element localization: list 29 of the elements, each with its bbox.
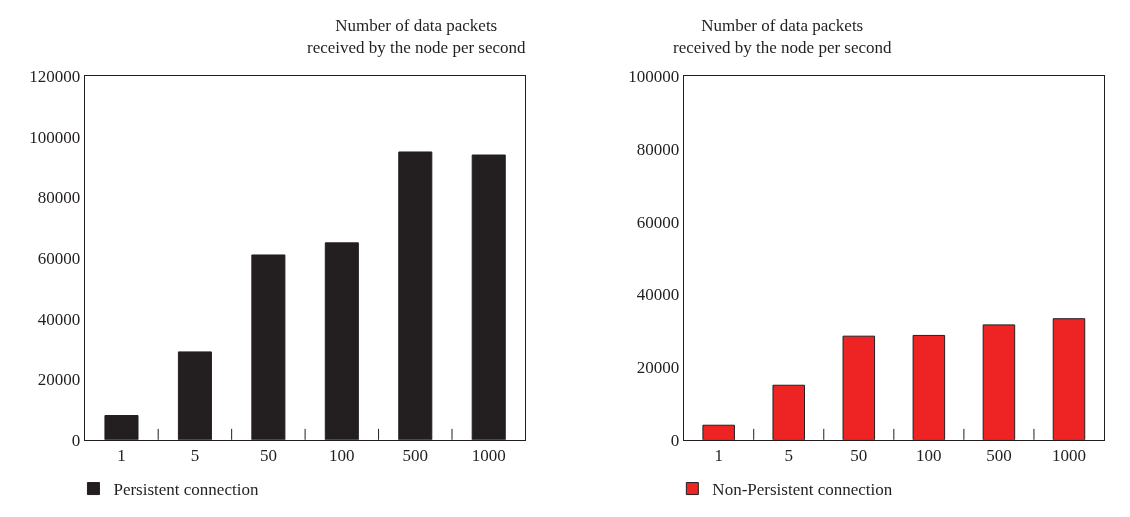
x-tick-label: 500 <box>986 446 1012 466</box>
y-tick-label: 0 <box>670 430 680 450</box>
chart-title: Number of data packets received by the node per second <box>307 16 527 58</box>
y-tick-label: 80000 <box>37 188 81 208</box>
y-tick-label: 120000 <box>29 67 81 87</box>
legend-label: Non-Persistent connection <box>712 480 893 500</box>
x-tick-label: 5 <box>190 446 200 466</box>
y-tick-label: 100000 <box>628 67 680 87</box>
x-tick-label: 50 <box>850 446 868 466</box>
y-tick-label: 0 <box>71 430 81 450</box>
y-tick-label: 20000 <box>636 358 680 378</box>
y-tick-label: 100000 <box>29 127 81 147</box>
x-tick-label: 5 <box>784 446 793 466</box>
y-tick-label: 60000 <box>37 248 81 268</box>
chart-title: Number of data packets received by the node per second <box>673 16 893 58</box>
x-tick-label: 1 <box>714 446 723 466</box>
x-tick-label: 100 <box>916 446 942 466</box>
y-tick-label: 40000 <box>636 285 680 305</box>
x-tick-label: 500 <box>402 446 429 466</box>
y-tick-label: 40000 <box>37 309 81 329</box>
legend-label: Persistent connection <box>113 480 259 500</box>
x-tick-label: 100 <box>329 446 355 466</box>
y-tick-label: 80000 <box>636 139 680 159</box>
y-tick-label: 20000 <box>37 370 81 390</box>
y-tick-label: 60000 <box>636 212 680 232</box>
x-tick-label: 50 <box>259 446 277 466</box>
x-tick-label: 1 <box>117 446 126 466</box>
x-tick-label: 1000 <box>1051 446 1086 466</box>
x-tick-label: 1000 <box>471 446 506 466</box>
